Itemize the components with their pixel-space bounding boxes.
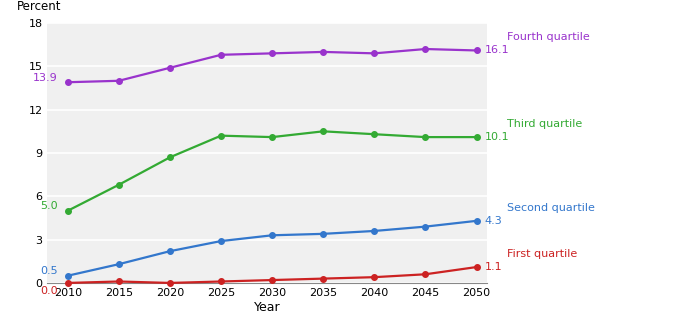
- X-axis label: Year: Year: [254, 301, 281, 314]
- Text: 5.0: 5.0: [40, 201, 57, 212]
- Text: Second quartile: Second quartile: [507, 203, 595, 213]
- Text: 4.3: 4.3: [485, 216, 502, 226]
- Text: 0.0: 0.0: [40, 286, 57, 296]
- Text: 16.1: 16.1: [485, 45, 509, 56]
- Text: 1.1: 1.1: [485, 262, 502, 272]
- Text: 0.5: 0.5: [40, 266, 57, 276]
- Text: 13.9: 13.9: [33, 73, 57, 83]
- Text: First quartile: First quartile: [507, 249, 577, 259]
- Text: 10.1: 10.1: [485, 132, 509, 142]
- Text: Percent: Percent: [17, 0, 61, 13]
- Text: Fourth quartile: Fourth quartile: [507, 32, 589, 42]
- Text: Third quartile: Third quartile: [507, 119, 582, 129]
